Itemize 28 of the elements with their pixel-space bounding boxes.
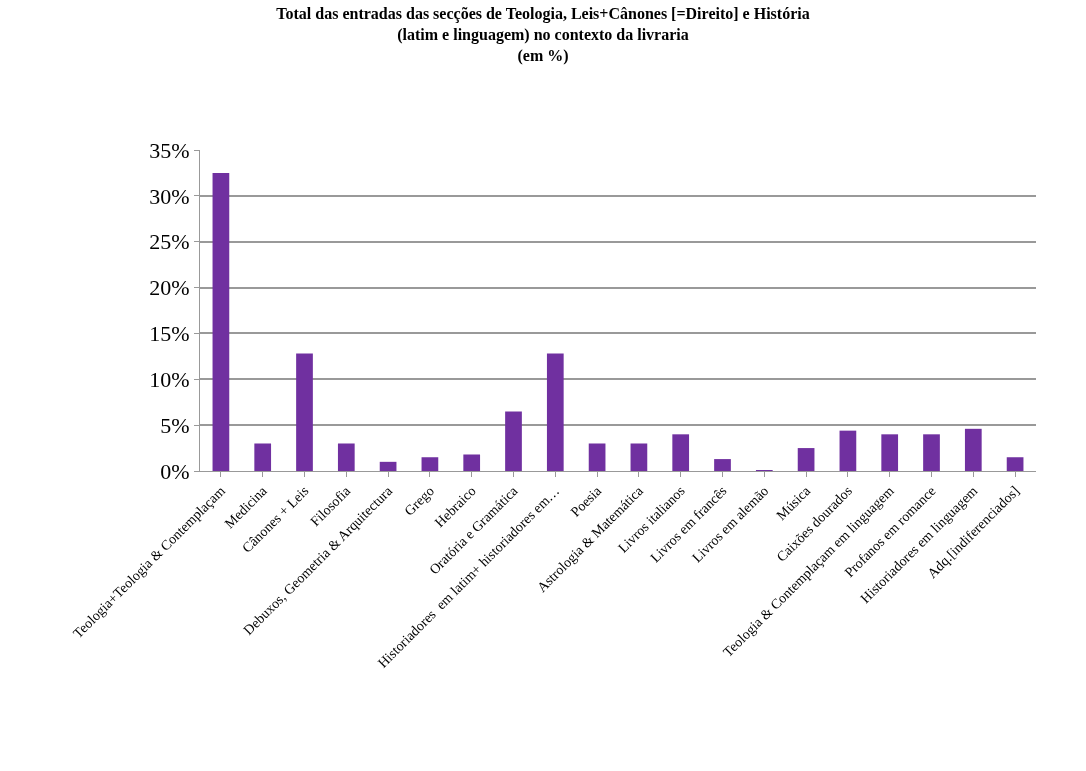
bar (463, 454, 481, 471)
bar (797, 448, 815, 471)
y-tick-label: 0% (160, 458, 190, 484)
chart-title: Total das entradas das secções de Teologia, Leis+Cânones [=Direito] e História (latim e linguagem) no contexto da livraria (em %) (276, 5, 810, 65)
bar (923, 434, 940, 471)
bar (254, 443, 272, 471)
y-tick-label: 10% (149, 366, 190, 392)
bar (296, 353, 313, 471)
bar (337, 443, 355, 471)
y-tick-label: 35% (149, 137, 190, 163)
y-tick-label: 20% (149, 275, 190, 301)
bar (964, 428, 982, 471)
bar (672, 434, 690, 471)
bar (714, 459, 731, 471)
bar (630, 443, 648, 471)
bar (421, 457, 439, 471)
y-tick-label: 5% (160, 412, 190, 438)
bar (505, 411, 522, 471)
bar (1006, 457, 1024, 471)
bar (588, 443, 606, 471)
y-tick-label: 15% (149, 321, 190, 347)
bar (881, 434, 899, 471)
bar (212, 172, 230, 471)
bar (379, 461, 397, 471)
y-tick-label: 30% (149, 183, 190, 209)
y-tick-label: 25% (149, 229, 190, 255)
bar (546, 353, 564, 471)
bar (839, 430, 857, 471)
